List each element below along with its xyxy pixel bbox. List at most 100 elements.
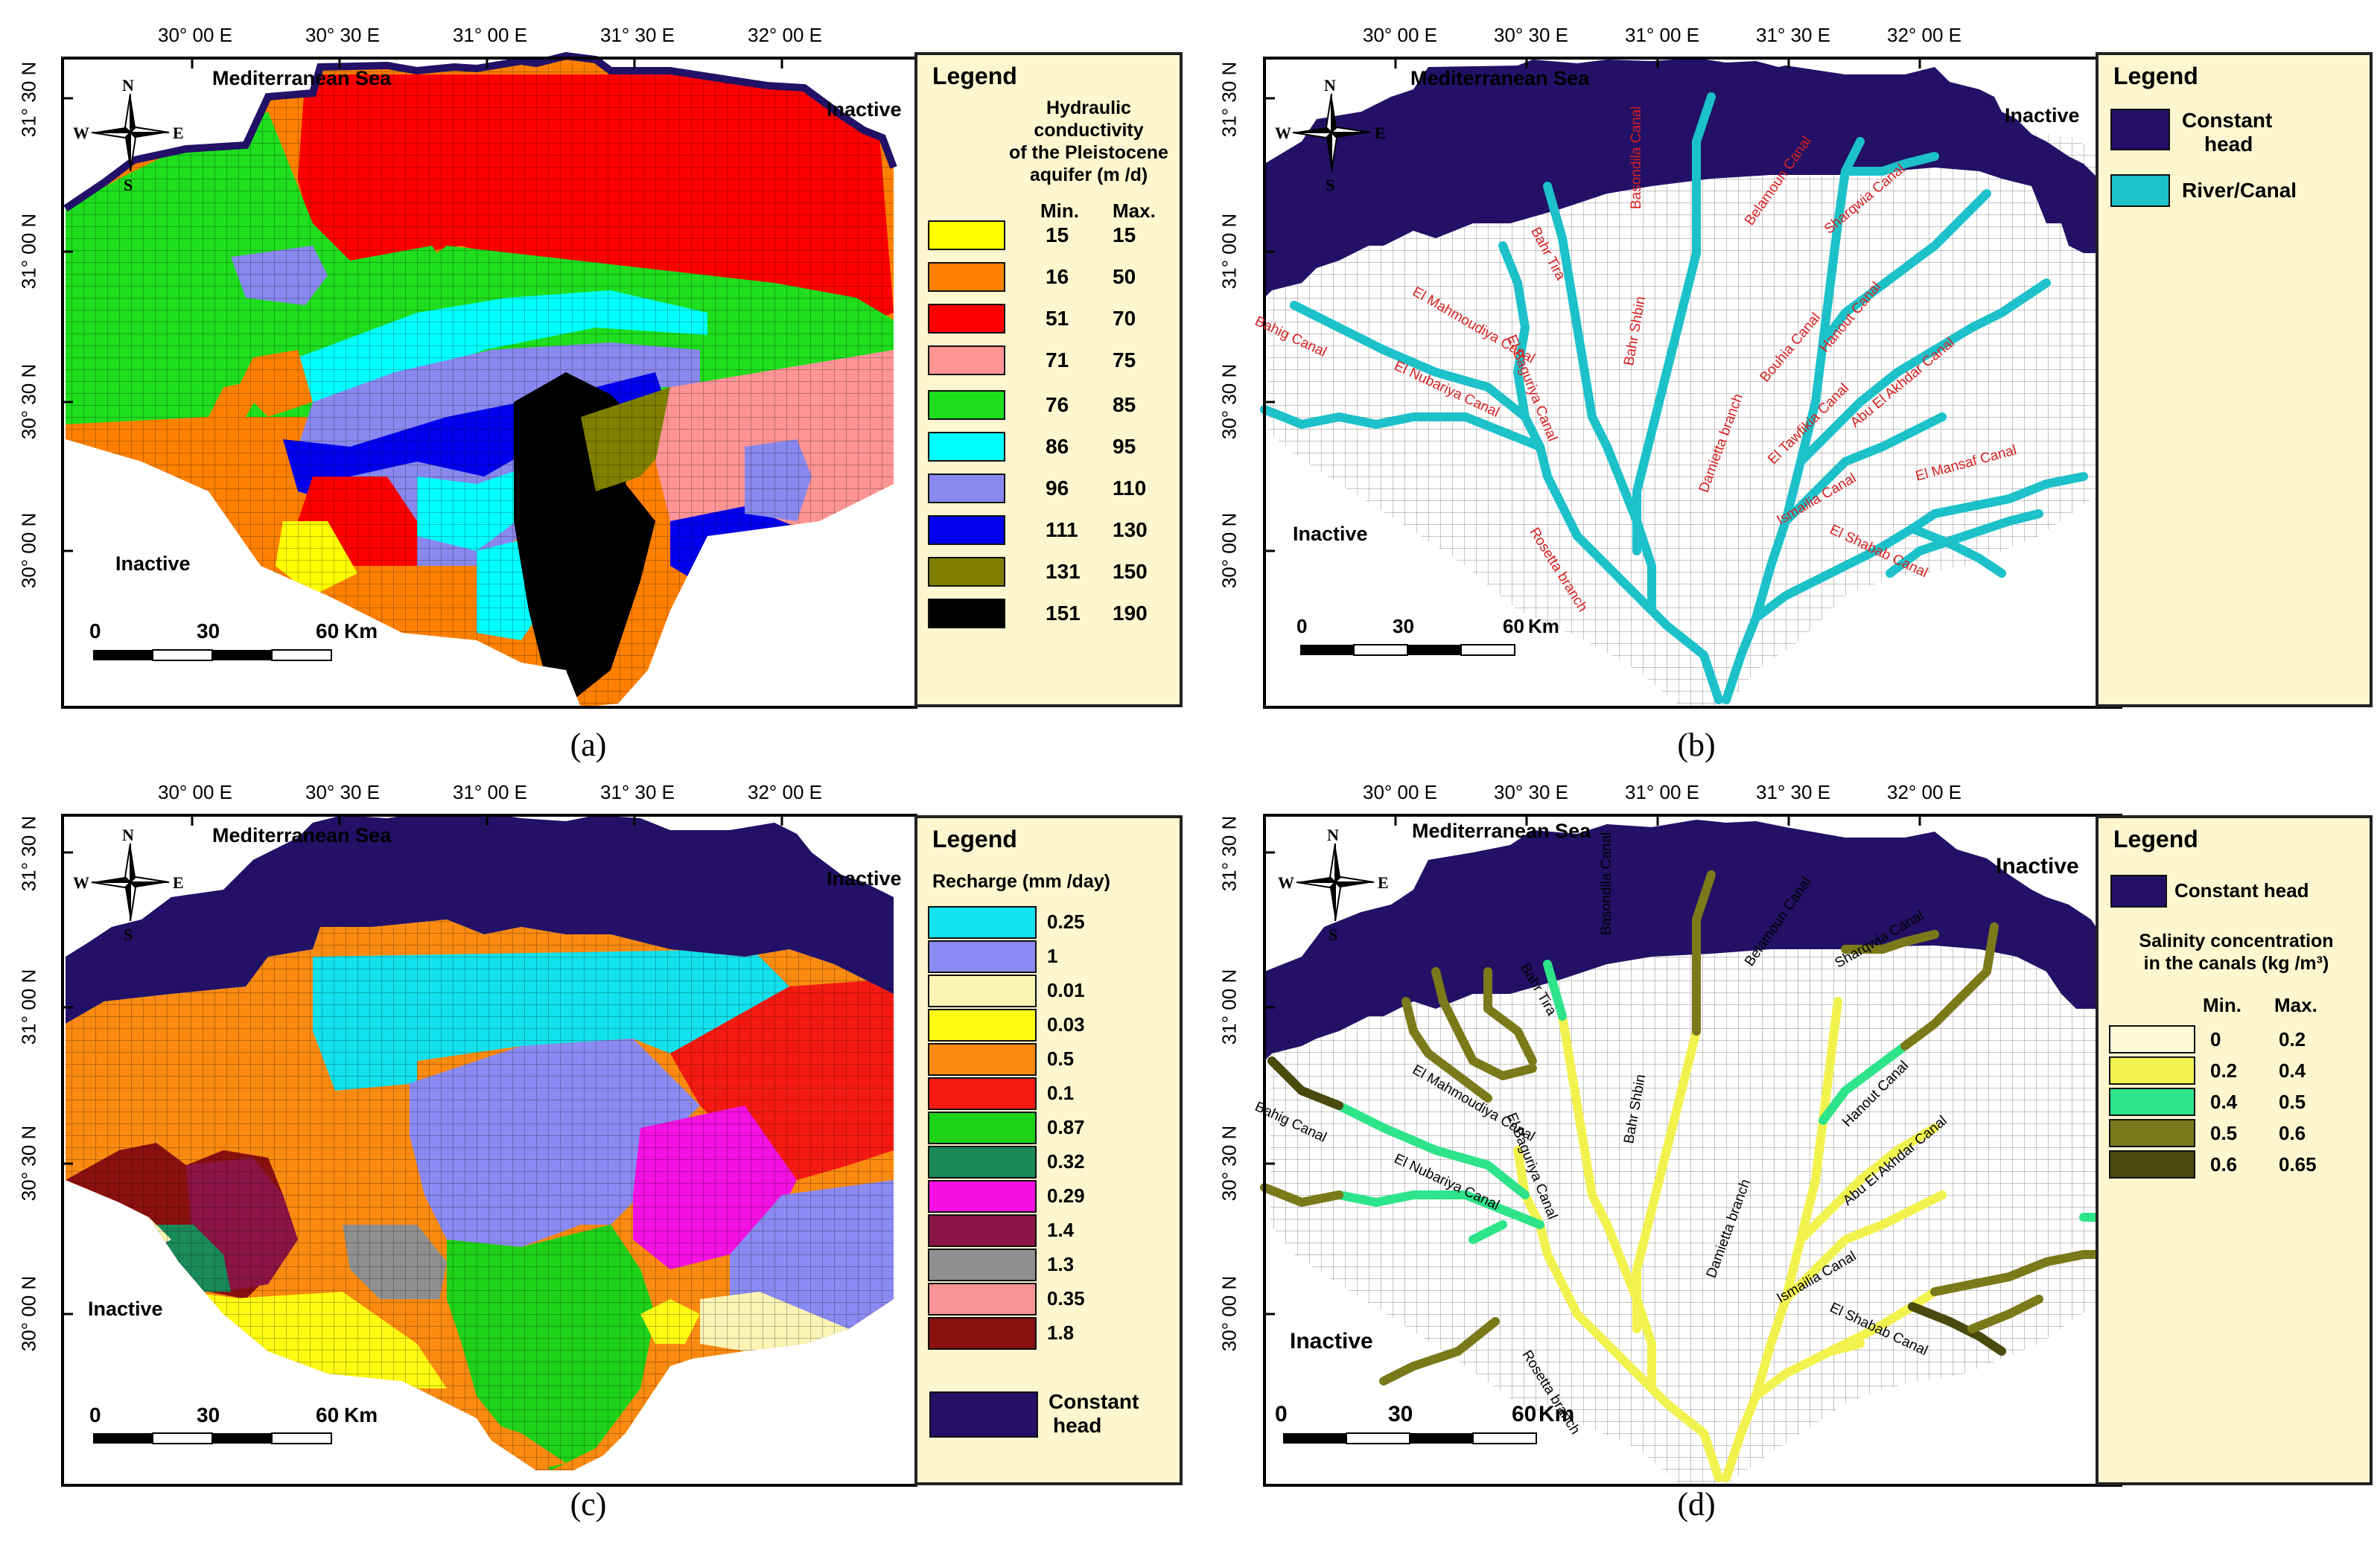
scale-end: 60 <box>1503 615 1524 637</box>
legend-max: 70 <box>1113 307 1136 330</box>
legend-class: 51 70 <box>928 304 1174 334</box>
legend-swatch <box>2110 875 2167 908</box>
legend-max: 0.5 <box>2279 1091 2306 1113</box>
legend-d: Legend Constant head Salinity concentrat… <box>2096 815 2373 1485</box>
legend-swatch <box>928 599 1005 628</box>
lon-tick: 30° 30 E <box>305 781 381 803</box>
legend-swatch <box>928 906 1037 939</box>
lon-tick: 32° 00 E <box>748 24 823 46</box>
legend-value: 0.29 <box>1047 1184 1085 1207</box>
scale-unit: Km <box>1539 1402 1575 1426</box>
legend-swatch <box>2109 1150 2195 1179</box>
scale-end: 60 <box>1512 1402 1537 1426</box>
legend-swatch <box>928 345 1005 375</box>
scale-mid: 30 <box>1388 1402 1413 1426</box>
legend-class: 0.03 <box>928 1009 1174 1042</box>
legend-swatch <box>928 1077 1037 1110</box>
lon-tick: 30° 00 E <box>158 781 233 803</box>
legend-swatch <box>2109 1056 2195 1085</box>
compass-n: N <box>1327 826 1339 844</box>
map-d <box>1260 814 2122 1487</box>
legend-c: Legend Recharge (mm /day) 0.25 1 0.01 0.03 0… <box>914 815 1183 1485</box>
legend-swatch <box>928 432 1005 462</box>
inactive-label: Inactive <box>88 1298 163 1320</box>
legend-value: 0.25 <box>1047 911 1085 933</box>
legend-class: 96 110 <box>928 474 1174 503</box>
scale-bar-c <box>93 1432 332 1444</box>
legend-swatch <box>928 1249 1037 1281</box>
legend-class: 76 85 <box>928 390 1174 420</box>
legend-a: Legend Hydraulic conductivity of the Ple… <box>914 52 1183 707</box>
inactive-label: Inactive <box>115 552 191 575</box>
legend-class: 0.2 0.4 <box>2109 1056 2362 1086</box>
legend-class: 0.32 <box>928 1146 1174 1179</box>
legend-max: 150 <box>1113 560 1148 583</box>
caption-c: (c) <box>570 1486 607 1522</box>
legend-min: 16 <box>1046 265 1069 288</box>
caption-d: (d) <box>1677 1486 1716 1522</box>
inactive-label: Inactive <box>2005 104 2080 127</box>
scale-end: 60 <box>316 619 340 643</box>
map-b <box>1260 57 2122 709</box>
lat-tick: 31° 30 N <box>1218 61 1241 138</box>
legend-max: 0.2 <box>2279 1028 2306 1050</box>
legend-class: 0.87 <box>928 1112 1174 1144</box>
lat-tick: 30° 30 N <box>1218 363 1241 440</box>
legend-max: 110 <box>1113 476 1147 500</box>
legend-value: 0.1 <box>1047 1082 1075 1104</box>
legend-class: 0.01 <box>928 975 1174 1007</box>
lon-tick: 30° 00 E <box>1363 24 1438 46</box>
lat-tick: 30° 00 N <box>1218 1275 1241 1352</box>
lat-tick: 30° 00 N <box>17 1275 40 1352</box>
legend-swatch <box>928 1214 1037 1247</box>
legend-class: 0 0.2 <box>2109 1025 2362 1055</box>
scale-bar-b <box>1300 644 1515 656</box>
lon-tick: 31° 30 E <box>1756 781 1831 803</box>
lon-tick: 31° 00 E <box>1625 781 1700 803</box>
panel-b: 30° 00 E 30° 30 E 31° 00 E 31° 30 E 32° … <box>1190 0 2380 778</box>
sea-label: Mediterranean Sea <box>212 824 392 846</box>
legend-max: 0.6 <box>2279 1122 2306 1144</box>
legend-constant-head: Constant head <box>929 1390 1183 1438</box>
lon-tick: 31° 30 E <box>600 781 675 803</box>
compass-n: N <box>122 826 134 844</box>
lon-tick: 32° 00 E <box>748 781 823 803</box>
lat-tick: 30° 30 N <box>1218 1125 1241 1202</box>
lon-tick: 30° 30 E <box>1494 24 1569 46</box>
legend-value: 1.3 <box>1047 1253 1075 1275</box>
lat-tick: 30° 30 N <box>17 363 40 440</box>
lon-tick: 32° 00 E <box>1887 24 1962 46</box>
legend-swatch <box>929 1391 1038 1438</box>
legend-value: 0.01 <box>1047 979 1085 1001</box>
min-header: Min. <box>2203 994 2241 1016</box>
legend-min: 0 <box>2210 1028 2221 1050</box>
legend-max: 85 <box>1113 393 1136 416</box>
legend-swatch <box>928 474 1005 503</box>
scale-bar-a <box>93 649 332 661</box>
legend-swatch <box>928 1043 1037 1076</box>
compass-e: E <box>1378 873 1389 892</box>
inactive-label: Inactive <box>827 98 902 121</box>
legend-class: 0.25 <box>928 906 1174 939</box>
lon-tick: 31° 00 E <box>453 781 528 803</box>
legend-min: 15 <box>1046 223 1069 246</box>
legend-swatch <box>928 1146 1037 1179</box>
legend-subtitle: Hydraulic conductivity of the Pleistocen… <box>1009 98 1168 185</box>
scale-zero: 0 <box>1296 615 1308 637</box>
legend-min: 0.4 <box>2210 1091 2238 1113</box>
lat-tick: 31° 00 N <box>1218 213 1241 290</box>
legend-swatch <box>2109 1025 2195 1053</box>
lat-tick: 31° 00 N <box>17 213 40 290</box>
compass-n: N <box>122 76 134 95</box>
legend-min: 86 <box>1046 435 1069 458</box>
legend-swatch <box>928 1283 1037 1316</box>
legend-item: River/Canal <box>2110 174 2364 207</box>
legend-max: 0.65 <box>2279 1153 2317 1176</box>
legend-title: Legend <box>2113 63 2198 89</box>
sea-label: Mediterranean Sea <box>1410 67 1590 89</box>
legend-min: 111 <box>1046 518 1078 541</box>
constant-head-zone <box>1264 58 2106 298</box>
legend-value: 0.03 <box>1047 1013 1085 1036</box>
lat-tick: 30° 30 N <box>17 1125 40 1202</box>
compass-w: W <box>73 873 89 892</box>
